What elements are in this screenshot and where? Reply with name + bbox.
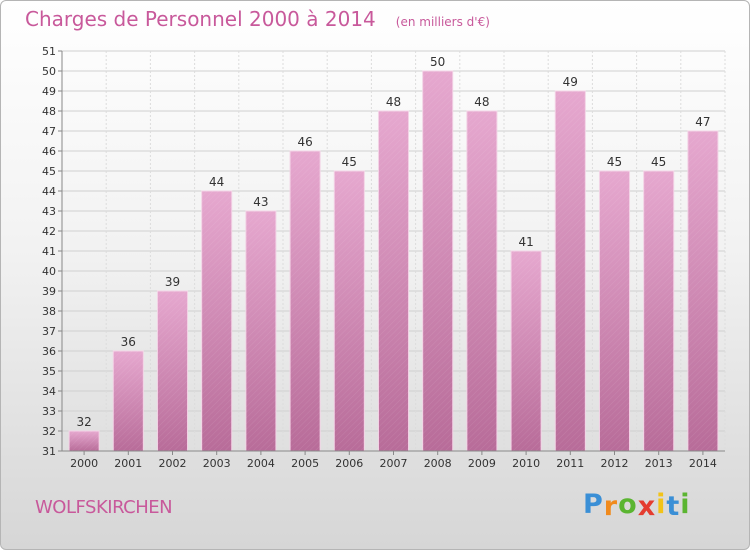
- data-label: 44: [209, 175, 224, 189]
- y-tick-label: 41: [42, 245, 56, 258]
- y-tick-label: 34: [42, 385, 56, 398]
- logo-letter: t: [666, 491, 681, 522]
- bar-texture: [290, 151, 321, 451]
- x-tick-label: 2000: [70, 457, 98, 470]
- y-tick-label: 33: [42, 405, 56, 418]
- chart-title: Charges de Personnel 2000 à 2014 (en mill…: [25, 7, 490, 31]
- y-tick-label: 48: [42, 105, 56, 118]
- chart-subtitle: (en milliers d'€): [395, 15, 490, 29]
- logo-letter: x: [637, 491, 657, 522]
- y-tick-label: 50: [42, 65, 56, 78]
- data-label: 49: [563, 75, 578, 89]
- bar-texture: [69, 431, 100, 451]
- y-tick-label: 40: [42, 265, 56, 278]
- x-tick-label: 2014: [689, 457, 717, 470]
- logo-letter: i: [680, 489, 691, 520]
- x-tick-label: 2006: [335, 457, 363, 470]
- x-tick-label: 2008: [424, 457, 452, 470]
- bar-texture: [643, 171, 674, 451]
- bar-texture: [555, 91, 586, 451]
- y-tick-label: 44: [42, 185, 56, 198]
- data-label: 43: [253, 195, 268, 209]
- logo-letter: r: [603, 491, 619, 522]
- x-tick-label: 2010: [512, 457, 540, 470]
- data-label: 48: [474, 95, 489, 109]
- x-tick-label: 2002: [159, 457, 187, 470]
- data-label: 39: [165, 275, 180, 289]
- y-tick-label: 32: [42, 425, 56, 438]
- data-label: 47: [695, 115, 710, 129]
- bar-texture: [201, 191, 232, 451]
- data-label: 41: [518, 235, 533, 249]
- bar-texture: [113, 351, 144, 451]
- x-tick-label: 2009: [468, 457, 496, 470]
- x-tick-label: 2007: [380, 457, 408, 470]
- x-axis-ticks: 2000 2001 2002 2003 2004 2005 2006 2007 2008 2009…: [70, 451, 717, 470]
- data-label: 46: [297, 135, 312, 149]
- y-tick-label: 43: [42, 205, 56, 218]
- x-tick-label: 2005: [291, 457, 319, 470]
- bar-texture: [334, 171, 365, 451]
- y-tick-label: 35: [42, 365, 56, 378]
- x-tick-label: 2011: [556, 457, 584, 470]
- bar-texture: [422, 71, 453, 451]
- y-tick-label: 36: [42, 345, 56, 358]
- logo-letter: i: [656, 489, 667, 520]
- y-tick-label: 37: [42, 325, 56, 338]
- y-tick-label: 39: [42, 285, 56, 298]
- x-tick-label: 2001: [114, 457, 142, 470]
- y-tick-label: 51: [42, 45, 56, 58]
- y-tick-label: 42: [42, 225, 56, 238]
- y-tick-label: 38: [42, 305, 56, 318]
- data-label: 45: [607, 155, 622, 169]
- bar-texture: [599, 171, 630, 451]
- bar-texture: [245, 211, 276, 451]
- y-tick-label: 47: [42, 125, 56, 138]
- proxiti-logo[interactable]: Proxiti: [583, 489, 691, 522]
- x-tick-label: 2013: [645, 457, 673, 470]
- bar-texture: [687, 131, 718, 451]
- y-tick-label: 31: [42, 445, 56, 458]
- data-label: 48: [386, 95, 401, 109]
- y-axis-ticks: 31 32 33 34 35 36 37 38 39 40 41 42 43 44 45 46 47 48 49 50…: [42, 45, 62, 458]
- data-labels: 32 36 39 44 43 46 45 48 50 48 41 49 45 45 47: [76, 55, 710, 429]
- y-tick-label: 46: [42, 145, 56, 158]
- x-tick-label: 2003: [203, 457, 231, 470]
- data-label: 36: [121, 335, 136, 349]
- commune-name: WOLFSKIRCHEN: [35, 497, 173, 518]
- logo-letter: P: [583, 489, 604, 520]
- bar-texture: [466, 111, 497, 451]
- bars-group: [68, 70, 719, 452]
- x-tick-label: 2012: [601, 457, 629, 470]
- y-tick-label: 45: [42, 165, 56, 178]
- y-tick-label: 49: [42, 85, 56, 98]
- bar-texture: [511, 251, 542, 451]
- bar-texture: [378, 111, 409, 451]
- data-label: 32: [76, 415, 91, 429]
- x-tick-label: 2004: [247, 457, 275, 470]
- data-label: 45: [342, 155, 357, 169]
- bar-texture: [157, 291, 188, 451]
- data-label: 45: [651, 155, 666, 169]
- logo-letter: o: [618, 489, 638, 520]
- data-label: 50: [430, 55, 445, 69]
- chart-title-text: Charges de Personnel 2000 à 2014: [25, 7, 376, 31]
